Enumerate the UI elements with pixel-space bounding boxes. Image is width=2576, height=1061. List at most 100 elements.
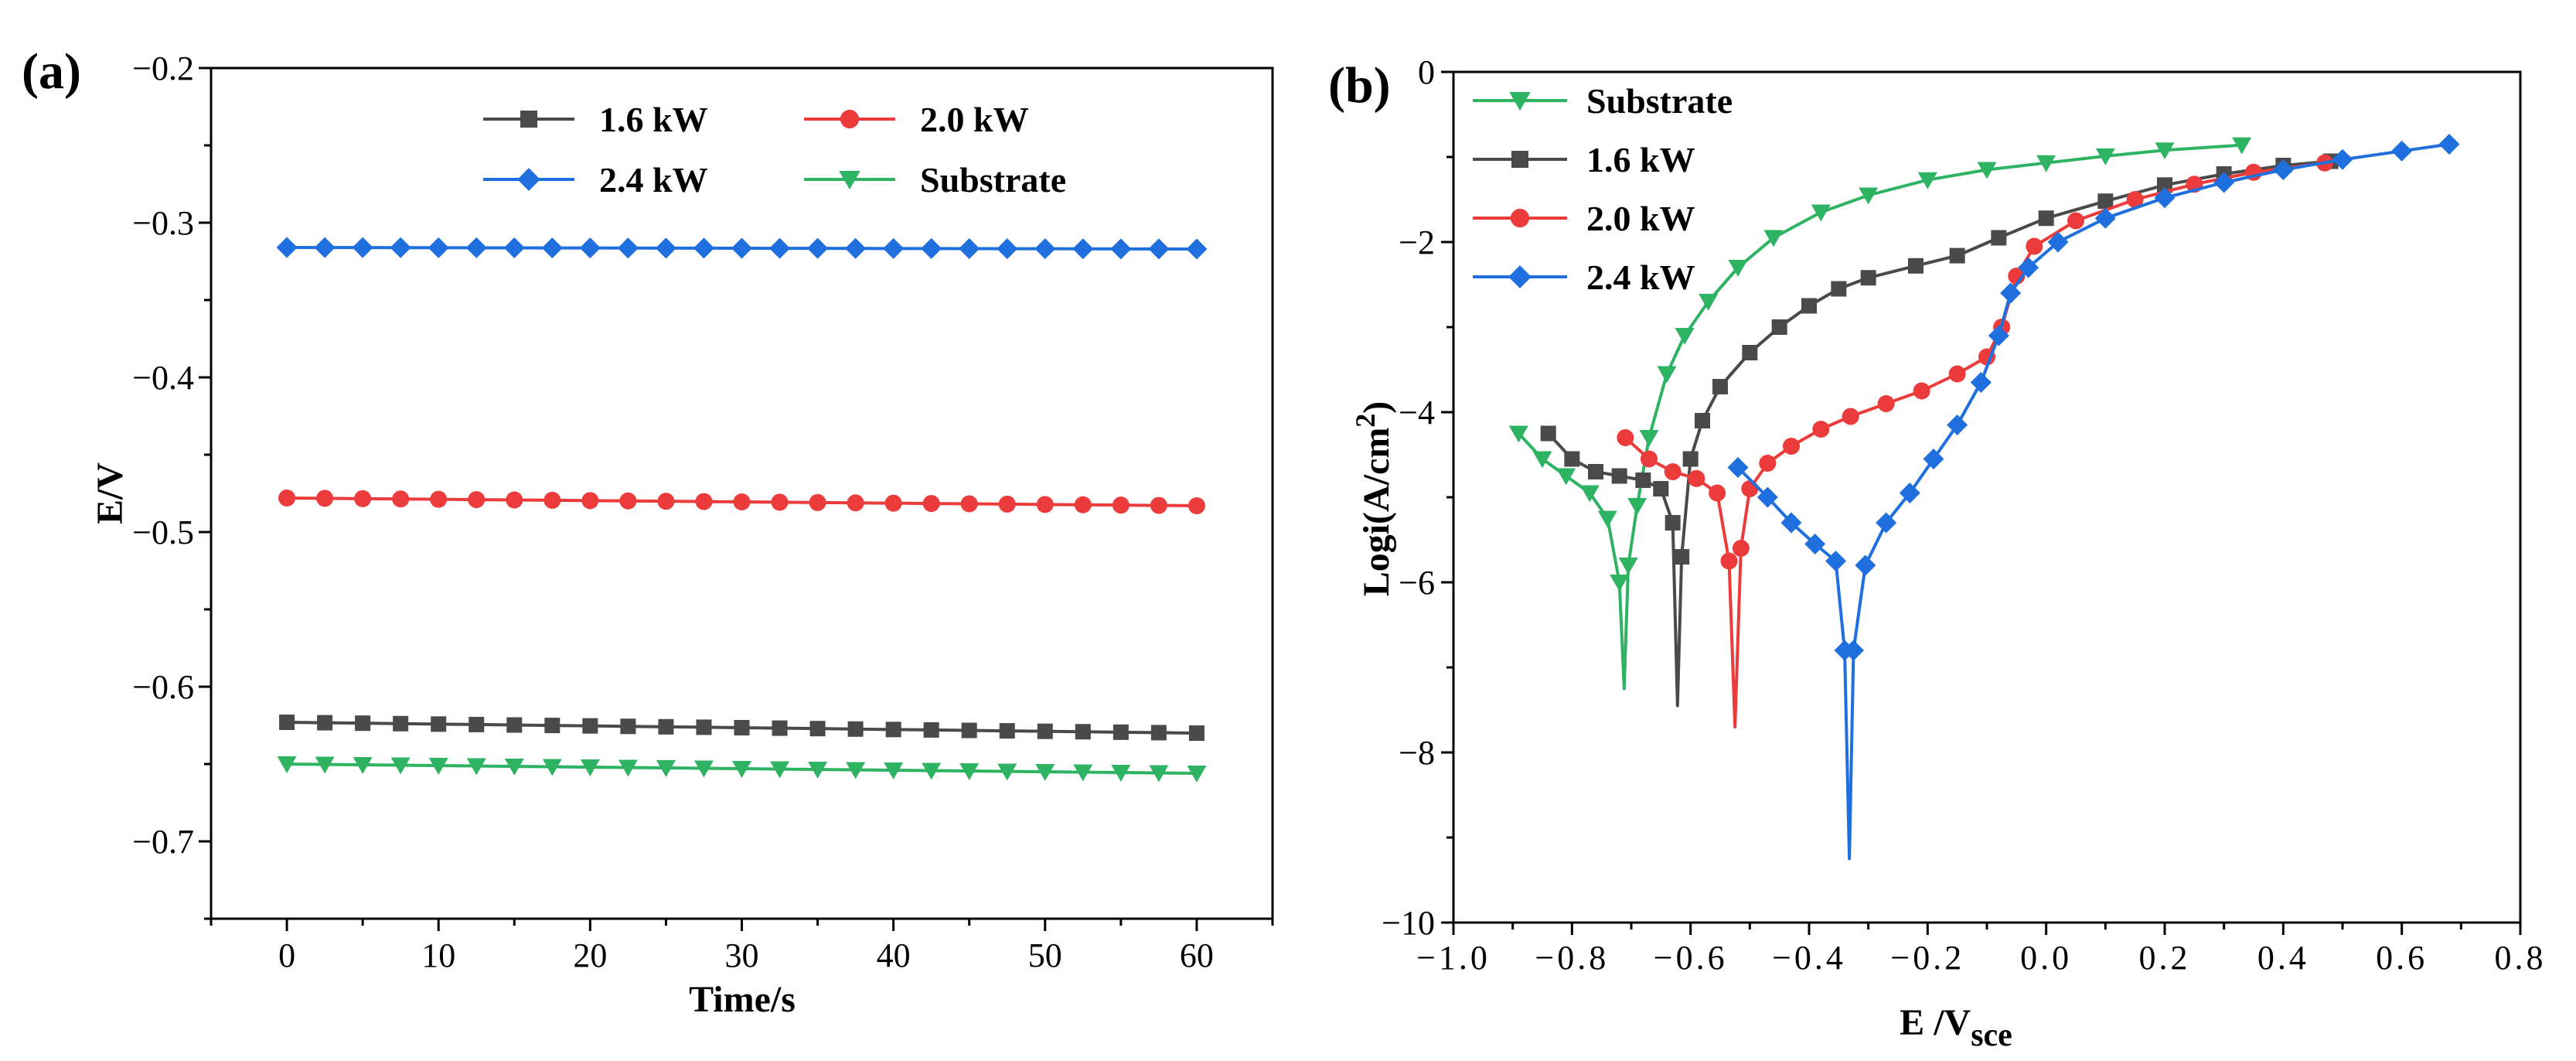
data-point (544, 718, 561, 734)
data-point (317, 715, 333, 731)
data-point (1780, 512, 1802, 534)
data-point (1876, 512, 1897, 534)
data-point (1627, 498, 1647, 515)
panel-b-x-tick-label: −1.0 (1416, 939, 1491, 977)
panel-b-y-axis-label-superscript: 2 (1350, 414, 1381, 428)
data-point (1588, 464, 1603, 479)
legend-marker (1508, 265, 1532, 288)
data-point (997, 238, 1018, 260)
data-point (279, 715, 295, 730)
legend-item: 1.6 kW (1473, 140, 1695, 179)
data-point (1899, 483, 1920, 503)
data-point (1720, 552, 1738, 570)
data-point (1688, 469, 1705, 487)
panel-a-label: (a) (22, 43, 81, 100)
data-point (352, 237, 373, 258)
data-point (1783, 438, 1800, 455)
data-point (619, 492, 637, 510)
data-point (1674, 549, 1690, 565)
data-point (355, 715, 371, 732)
data-point (733, 493, 751, 510)
panel-a-series-1-6-kw (279, 715, 1205, 741)
data-point (1977, 162, 1997, 179)
data-point (2391, 140, 2413, 162)
data-point (2155, 142, 2175, 160)
legend-item: 2.4 kW (1473, 258, 1695, 297)
panel-a-y-tick-label: −0.7 (132, 823, 194, 861)
data-point (1712, 379, 1728, 394)
data-point (1991, 230, 2007, 246)
data-point (693, 237, 714, 259)
data-point (2095, 148, 2115, 165)
legend-label: 1.6 kW (1586, 140, 1695, 179)
data-point (1579, 485, 1600, 503)
panel-b-x-tick-label: 0.8 (2495, 939, 2547, 977)
data-point (543, 491, 561, 509)
panel-a-series-substrate (277, 756, 1207, 783)
panel-a-x-tick-label: 20 (573, 936, 607, 974)
data-point (1727, 457, 1749, 478)
data-point (885, 722, 901, 738)
data-point (732, 761, 751, 778)
data-point (2332, 148, 2353, 170)
data-point (695, 493, 713, 510)
legend-marker (840, 109, 860, 129)
data-point (354, 490, 372, 507)
data-point (1657, 366, 1677, 384)
data-point (1187, 766, 1207, 783)
data-point (999, 723, 1015, 739)
data-point (1111, 765, 1131, 782)
data-point (392, 490, 410, 508)
panel-a-y-tick-label: −0.4 (132, 359, 194, 397)
data-point (809, 721, 826, 737)
data-point (1908, 258, 1923, 274)
data-point (922, 762, 942, 780)
data-point (277, 756, 297, 773)
legend-marker (1510, 208, 1530, 228)
data-point (2157, 177, 2172, 193)
data-point (1970, 372, 1992, 393)
data-point (1811, 204, 1831, 222)
data-point (1682, 451, 1699, 467)
data-point (1150, 725, 1167, 741)
data-point (1149, 765, 1169, 783)
data-point (2097, 193, 2114, 210)
data-point (1037, 723, 1053, 739)
panel-a-x-tick-label: 50 (1028, 936, 1062, 974)
data-point (1075, 724, 1091, 740)
data-point (1742, 345, 1758, 360)
data-point (846, 762, 866, 780)
data-point (961, 722, 977, 739)
data-point (428, 758, 448, 775)
data-point (1757, 486, 1778, 508)
data-point (1917, 172, 1937, 189)
data-point (1913, 382, 1930, 400)
data-point (1617, 429, 1634, 446)
data-point (466, 758, 486, 776)
legend-item: 2.4 kW (483, 160, 708, 200)
panel-b-series-1-6-kw (1540, 153, 2339, 708)
data-point (617, 237, 639, 259)
panel-a-x-tick-label: 0 (278, 936, 295, 974)
data-point (1564, 451, 1580, 467)
data-point (1831, 281, 1847, 297)
data-point (2000, 282, 2022, 304)
data-point (2067, 212, 2084, 230)
data-point (1113, 724, 1129, 740)
data-point (656, 760, 676, 777)
data-point (998, 495, 1016, 513)
panel-b-x-tick-label: 0.2 (2139, 939, 2191, 977)
data-point (847, 721, 864, 737)
data-point (1665, 515, 1681, 530)
data-point (959, 238, 980, 259)
panel-a-axes: 0 10 20 30 40 50 60 −0.2 −0.3 −0.4 −0.5 −0.6 −0.7 (132, 49, 1274, 974)
data-point (2026, 237, 2043, 255)
data-point (884, 494, 902, 512)
panel-b-x-tick-label: −0.6 (1654, 939, 1728, 977)
data-point (506, 491, 523, 509)
legend-item: 1.6 kW (483, 100, 708, 139)
data-point (1843, 640, 1864, 661)
panel-a-y-axis-label: E/V (90, 462, 131, 524)
panel-b-x-tick-label: −0.4 (1772, 939, 1846, 977)
